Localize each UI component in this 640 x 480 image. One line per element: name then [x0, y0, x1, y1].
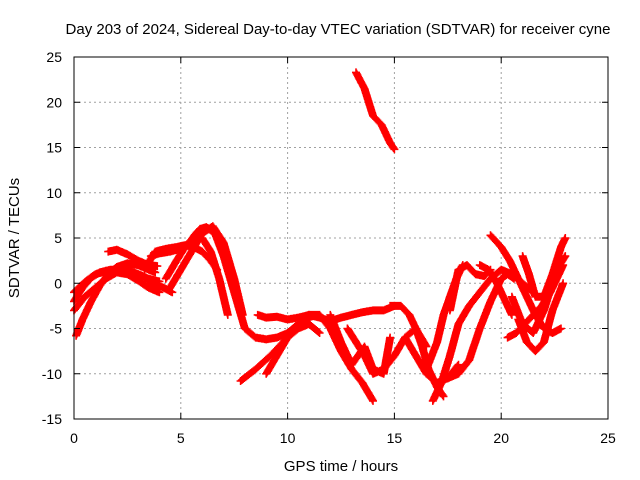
chart-title: Day 203 of 2024, Sidereal Day-to-day VTE…	[66, 21, 611, 38]
series-markers	[352, 68, 399, 154]
series-markers	[514, 279, 568, 356]
series-markers	[535, 252, 570, 319]
y-tick-label: -15	[42, 411, 62, 427]
series-markers	[262, 320, 324, 378]
y-tick-label: 25	[46, 49, 62, 65]
y-tick-label: 20	[46, 94, 62, 110]
series-markers	[166, 222, 247, 319]
y-tick-label: -10	[42, 366, 62, 382]
y-axis-label: SDTVAR / TECUs	[6, 178, 23, 298]
y-tick-label: 10	[46, 185, 62, 201]
series-arc12	[262, 320, 324, 378]
series-arc21	[443, 270, 518, 383]
series-arc15	[352, 68, 399, 154]
y-tick-label: 5	[54, 230, 62, 246]
x-tick-label: 25	[600, 430, 616, 446]
axis-ticks: 0 5 10 15 20 25 -15 -10 -5 0 5 10 15 20 25	[42, 49, 616, 446]
series-arc29	[535, 252, 570, 319]
series-arc8	[161, 234, 232, 319]
y-tick-label: -5	[50, 321, 63, 337]
series-arc9	[166, 222, 247, 319]
series-markers	[445, 261, 495, 315]
series-markers	[443, 270, 518, 383]
x-tick-label: 20	[493, 430, 509, 446]
series-arc23	[475, 261, 516, 319]
y-tick-label: 0	[54, 275, 62, 291]
data-series	[70, 68, 570, 405]
y-tick-label: 15	[46, 140, 62, 156]
x-tick-label: 15	[387, 430, 403, 446]
x-tick-label: 5	[177, 430, 185, 446]
x-tick-label: 0	[70, 430, 78, 446]
series-arc27	[514, 279, 568, 356]
series-markers	[161, 234, 232, 319]
series-arc22	[445, 261, 495, 315]
x-axis-label: GPS time / hours	[284, 458, 398, 475]
series-markers	[475, 261, 516, 319]
x-tick-label: 10	[280, 430, 296, 446]
